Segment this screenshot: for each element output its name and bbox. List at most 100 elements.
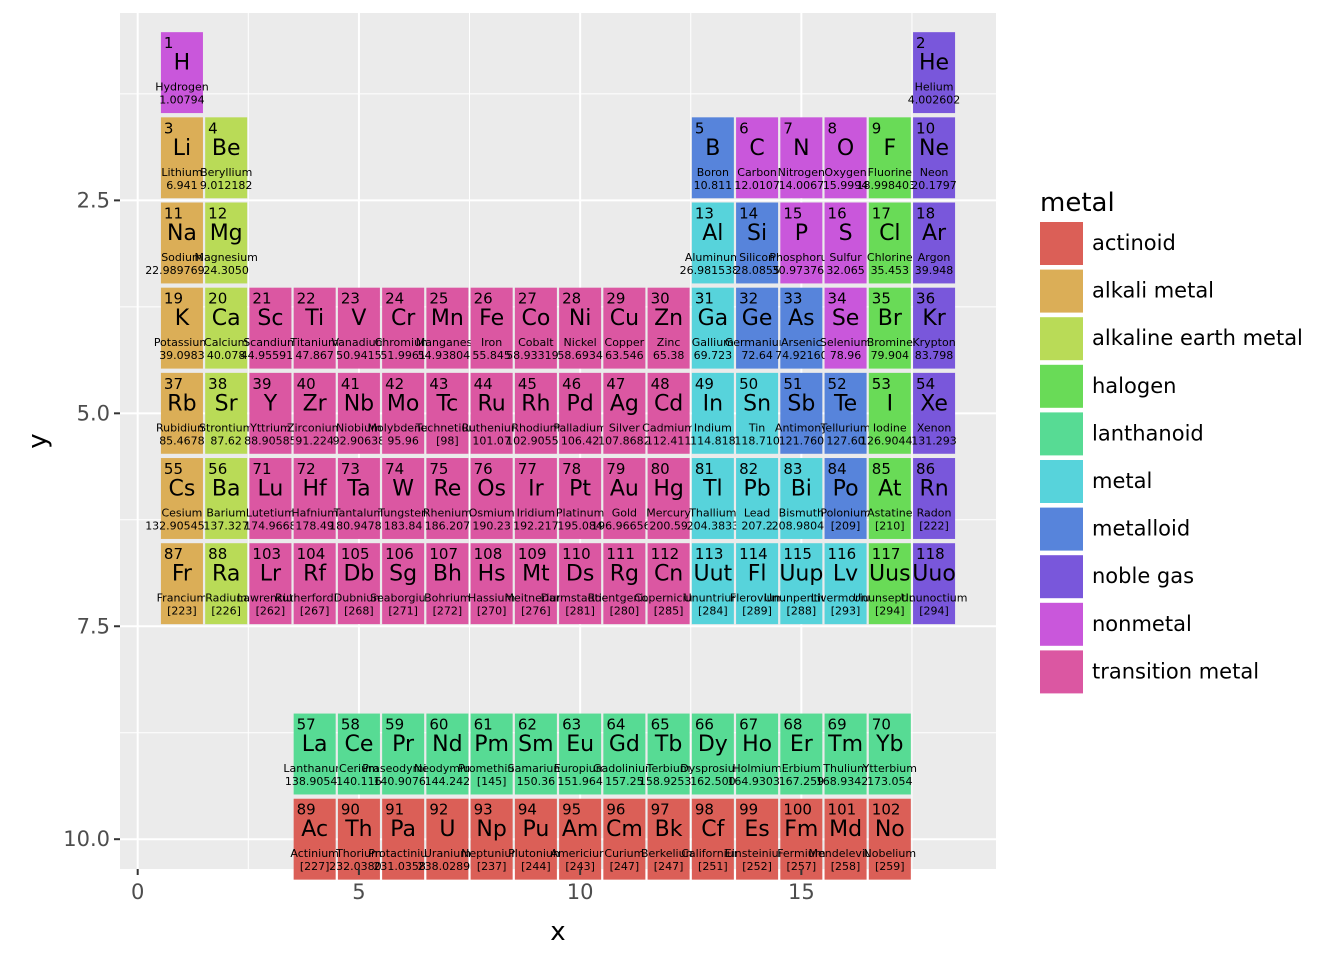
element-symbol: Ni xyxy=(569,306,592,331)
element-atomic-mass: [268] xyxy=(344,605,374,618)
element-symbol: Ba xyxy=(212,476,241,501)
element-number: 64 xyxy=(606,716,625,734)
element-symbol: Pa xyxy=(390,817,416,842)
element-name: Phosphorus xyxy=(769,251,833,264)
element-symbol: Na xyxy=(167,221,197,246)
element-tile-fill xyxy=(160,117,203,199)
element-atomic-mass: [98] xyxy=(436,434,459,447)
element-number: 67 xyxy=(739,716,758,734)
element-name: Neon xyxy=(920,166,949,179)
element-tile-fill xyxy=(205,117,248,199)
legend: metal actinoid alkali metal alkaline earth… xyxy=(1040,188,1303,694)
element-atomic-mass: 40.078 xyxy=(207,349,246,362)
element-number: 8 xyxy=(828,119,838,137)
element-tile-fill xyxy=(868,713,911,795)
element-name: Radium xyxy=(205,592,247,605)
element-name: Osmium xyxy=(469,506,515,519)
element-atomic-mass: 65.38 xyxy=(653,349,685,362)
element-atomic-mass: 83.798 xyxy=(915,349,954,362)
element-number: 44 xyxy=(474,375,493,393)
element-atomic-mass: 30.973762 xyxy=(772,264,832,277)
element-number: 88 xyxy=(208,545,227,563)
element-symbol: Tm xyxy=(827,732,863,757)
element-tile-fill xyxy=(824,202,867,284)
element-atomic-mass: 162.500 xyxy=(690,775,736,788)
element-symbol: W xyxy=(392,476,414,501)
element-symbol: Rg xyxy=(610,562,639,587)
legend-key xyxy=(1040,650,1083,694)
element-tile-fill xyxy=(559,372,602,454)
element-tile-fill xyxy=(780,287,823,369)
element-tile-fill xyxy=(470,372,513,454)
element-tile-fill xyxy=(382,798,425,880)
element-name: Darmstadtium xyxy=(541,592,620,605)
element-name: Xenon xyxy=(917,421,952,434)
element-number: 103 xyxy=(252,545,281,563)
element-symbol: Si xyxy=(747,221,767,246)
element-symbol: Hf xyxy=(303,476,329,501)
element-symbol: Uus xyxy=(869,562,911,587)
element-number: 27 xyxy=(518,290,537,308)
element-tile-fill xyxy=(780,458,823,539)
element-number: 101 xyxy=(828,801,857,819)
element-number: 92 xyxy=(429,801,448,819)
element-tile-fill xyxy=(559,713,602,795)
element-tile-fill xyxy=(736,372,779,454)
element-atomic-mass: [247] xyxy=(610,860,640,873)
element-symbol: Lu xyxy=(258,476,284,501)
element-tile-fill xyxy=(470,458,513,539)
element-symbol: Mt xyxy=(522,562,550,587)
element-symbol: As xyxy=(788,306,815,331)
element-symbol: He xyxy=(919,51,949,76)
element-symbol: Uut xyxy=(694,562,733,587)
element-symbol: Cm xyxy=(606,817,643,842)
element-atomic-mass: 15.9994 xyxy=(823,179,869,192)
element-name: Helium xyxy=(915,81,954,94)
element-tile-fill xyxy=(293,372,336,454)
element-number: 80 xyxy=(651,460,670,478)
element-atomic-mass: [258] xyxy=(831,860,861,873)
element-number: 74 xyxy=(385,460,404,478)
element-symbol: Pt xyxy=(569,476,591,501)
element-number: 60 xyxy=(429,716,448,734)
element-symbol: No xyxy=(875,817,905,842)
element-tile-fill xyxy=(249,372,292,454)
element-name: Bromine xyxy=(867,336,913,349)
element-number: 97 xyxy=(651,801,670,819)
element-number: 41 xyxy=(341,375,360,393)
element-atomic-mass: 158.92535 xyxy=(639,775,699,788)
element-name: Flerovium xyxy=(730,592,784,605)
element-name: Selenium xyxy=(820,336,871,349)
element-atomic-mass: 55.845 xyxy=(472,349,511,362)
element-tile-fill xyxy=(647,287,690,369)
element-tile-fill xyxy=(337,713,380,795)
element-number: 61 xyxy=(474,716,493,734)
element-number: 38 xyxy=(208,375,227,393)
element-symbol: Pu xyxy=(522,817,549,842)
element-name: Calcium xyxy=(204,336,248,349)
element-number: 110 xyxy=(562,545,591,563)
element-tile-fill xyxy=(293,543,336,625)
element-tile-fill xyxy=(514,287,557,369)
element-name: Astatine xyxy=(867,506,913,519)
element-atomic-mass: 51.9961 xyxy=(380,349,426,362)
element-name: Americium xyxy=(550,847,609,860)
element-name: Dubnium xyxy=(334,592,384,605)
element-atomic-mass: 1.00794 xyxy=(159,94,205,107)
element-tile-fill xyxy=(514,713,557,795)
element-number: 79 xyxy=(606,460,625,478)
